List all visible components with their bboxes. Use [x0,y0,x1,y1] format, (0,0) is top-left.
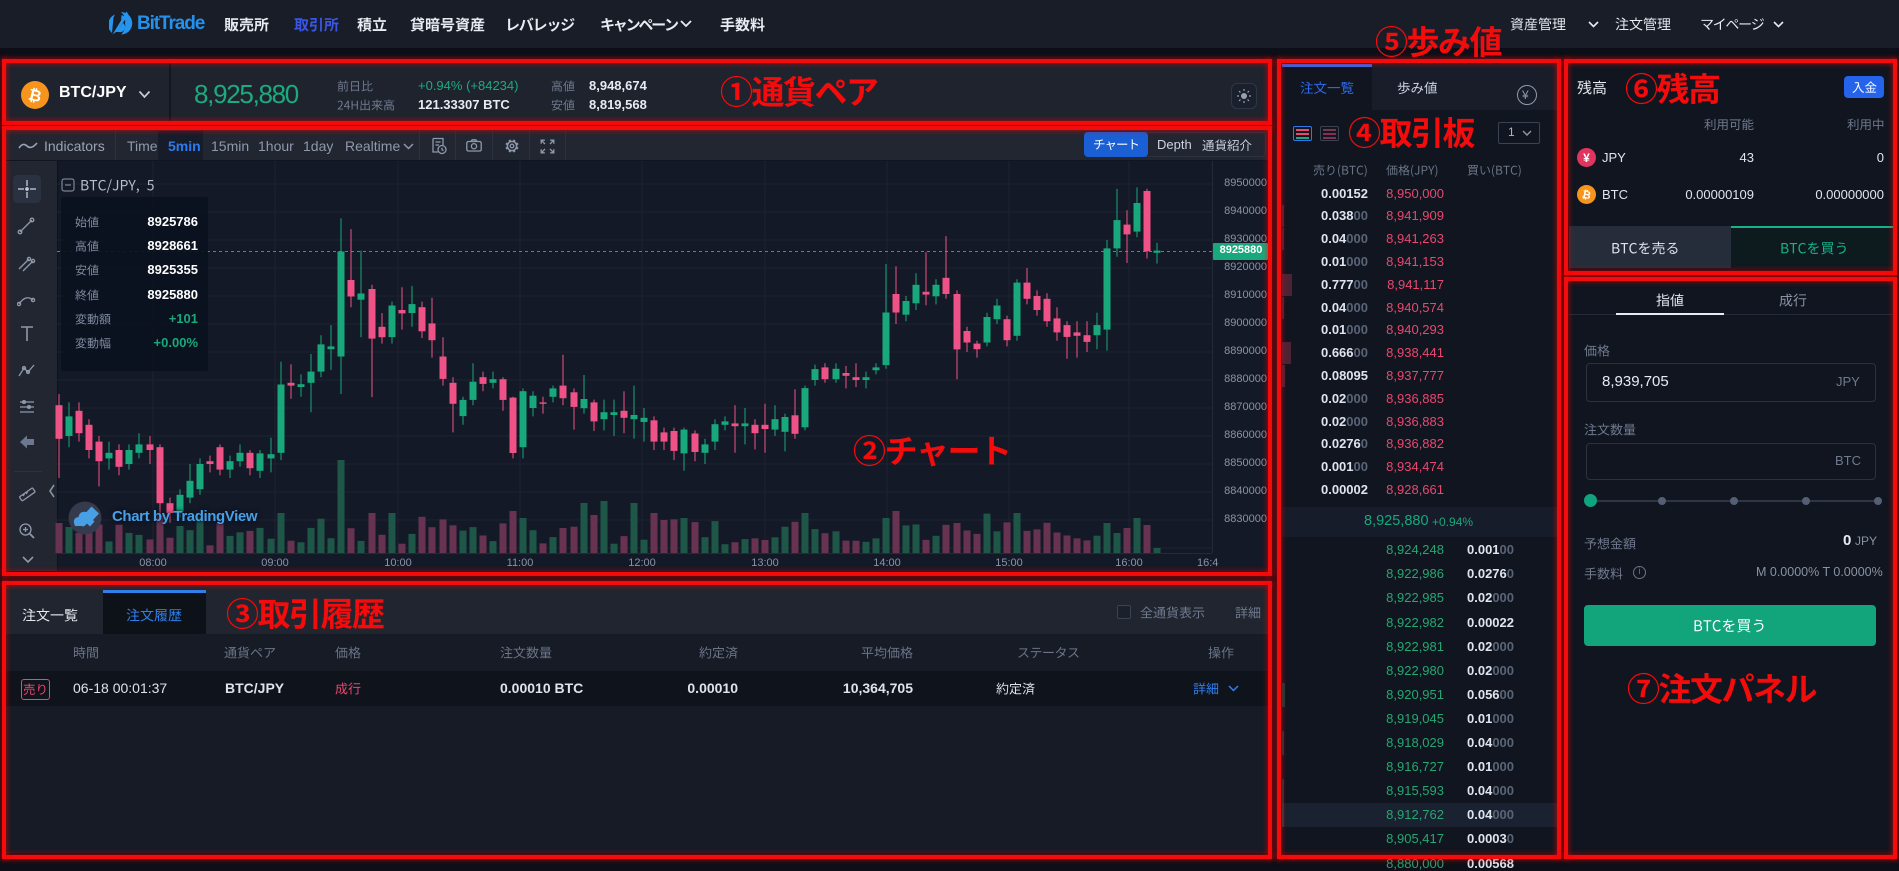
svg-text:¥: ¥ [1583,151,1590,165]
